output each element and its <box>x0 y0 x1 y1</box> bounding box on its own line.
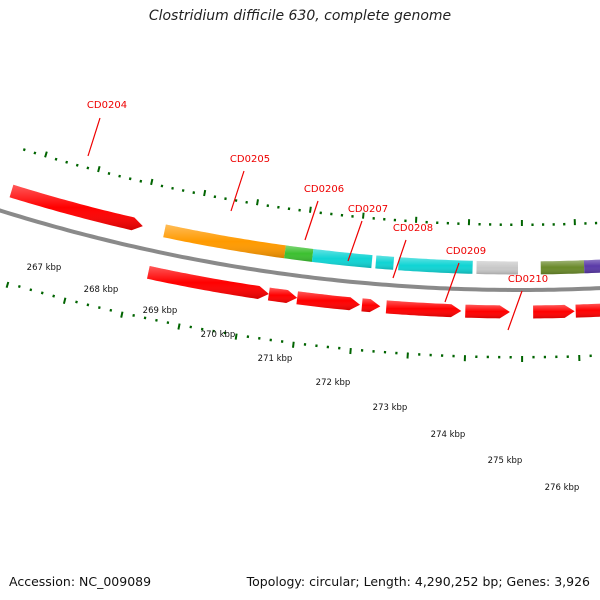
tick-mark <box>98 306 101 310</box>
tick-mark <box>75 163 79 167</box>
map-title: Clostridium difficile 630, complete geno… <box>148 8 452 24</box>
tick-mark <box>65 160 69 164</box>
tick-mark <box>22 148 26 152</box>
callout-leader <box>230 170 245 212</box>
tick-mark <box>171 186 174 190</box>
scale-label: 274 kbp <box>431 430 466 440</box>
gene-feature-shading <box>9 184 143 231</box>
tick-mark <box>256 199 259 206</box>
tick-mark <box>160 184 164 188</box>
tick-mark <box>177 323 181 330</box>
gene-label: CD0204 <box>87 100 127 111</box>
tick-mark <box>120 311 124 318</box>
tick-mark <box>309 206 312 213</box>
gene-feature-shading <box>398 257 473 274</box>
callout-leader <box>444 262 460 303</box>
scale-label: 267 kbp <box>27 263 62 273</box>
backbone <box>0 208 600 292</box>
gene-feature-shading <box>540 260 585 275</box>
tick-mark <box>349 348 352 355</box>
gene-feature-shading <box>385 300 462 318</box>
tick-mark <box>132 313 135 317</box>
tick-mark <box>33 151 37 155</box>
tick-mark <box>107 172 111 176</box>
scale-label: 271 kbp <box>258 354 293 364</box>
scale-label: 269 kbp <box>143 306 178 316</box>
tick-mark <box>118 174 121 178</box>
gene-label: CD0205 <box>230 154 270 165</box>
tick-mark <box>139 179 143 183</box>
gene-feature-shading <box>284 245 314 262</box>
callout-leader <box>87 117 101 157</box>
callout-leader <box>507 290 523 331</box>
scale-label: 272 kbp <box>316 378 351 388</box>
tick-mark <box>192 191 196 195</box>
tick-mark <box>54 157 58 161</box>
gene-feature-shading <box>476 261 518 275</box>
callout-leader <box>392 239 407 279</box>
tick-mark <box>86 303 90 307</box>
tick-mark <box>29 288 33 292</box>
gene-feature-shading <box>267 287 298 303</box>
tick-mark <box>109 308 113 312</box>
tick-mark <box>150 178 154 186</box>
genome-summary-text: Topology: circular; Length: 4,290,252 bp… <box>246 574 590 589</box>
features <box>9 184 600 319</box>
callout-leader <box>347 220 363 262</box>
gene-feature-shading <box>163 224 286 259</box>
gene-feature-shading <box>575 303 600 318</box>
gene-label: CD0207 <box>348 204 388 215</box>
tick-mark <box>62 297 67 304</box>
gene-feature-shading <box>296 291 360 311</box>
scale-labels: 267 kbp 268 kbp 269 kbp 270 kbp 271 kbp 272 k… <box>27 263 580 493</box>
gene-feature-shading <box>147 266 269 299</box>
gene-feature-shading <box>583 259 600 274</box>
tick-mark <box>40 291 44 295</box>
accession-text: Accession: NC_009089 <box>9 574 152 589</box>
tick-mark <box>245 200 248 204</box>
gene-label: CD0209 <box>446 246 486 257</box>
scale-label: 268 kbp <box>84 285 119 295</box>
gene-callouts: CD0204 CD0205 CD0206 CD0207 CD0208 CD0209 CD02… <box>87 100 548 331</box>
tick-mark <box>234 333 238 340</box>
tick-mark <box>44 151 48 158</box>
tick-mark <box>97 165 101 173</box>
backbone-line <box>0 208 600 292</box>
tick-mark <box>362 212 365 219</box>
gene-feature-shading <box>311 249 373 269</box>
scale-label: 276 kbp <box>545 483 580 493</box>
tick-mark <box>292 341 295 348</box>
tick-mark <box>203 189 207 197</box>
gene-feature-shading <box>375 255 395 270</box>
callout-leader <box>304 200 319 241</box>
gene-label: CD0208 <box>393 223 433 234</box>
tick-mark <box>86 166 90 170</box>
gene-label: CD0206 <box>304 184 344 195</box>
tick-mark <box>143 316 147 320</box>
tick-mark <box>75 300 78 304</box>
tick-mark <box>189 325 193 329</box>
gene-feature-shading <box>533 304 575 319</box>
gene-feature-shading <box>465 304 510 319</box>
tick-mark <box>52 294 56 298</box>
tick-mark <box>5 281 10 288</box>
gene-label: CD0210 <box>508 274 548 285</box>
tick-mark <box>17 284 21 289</box>
tick-mark <box>155 318 158 322</box>
tick-mark <box>128 177 132 181</box>
scale-label: 270 kbp <box>201 330 236 340</box>
scale-label: 275 kbp <box>488 456 523 466</box>
tick-mark <box>181 189 185 192</box>
tick-marks <box>5 148 598 362</box>
scale-label: 273 kbp <box>373 403 408 413</box>
gene-feature-shading <box>361 298 381 313</box>
